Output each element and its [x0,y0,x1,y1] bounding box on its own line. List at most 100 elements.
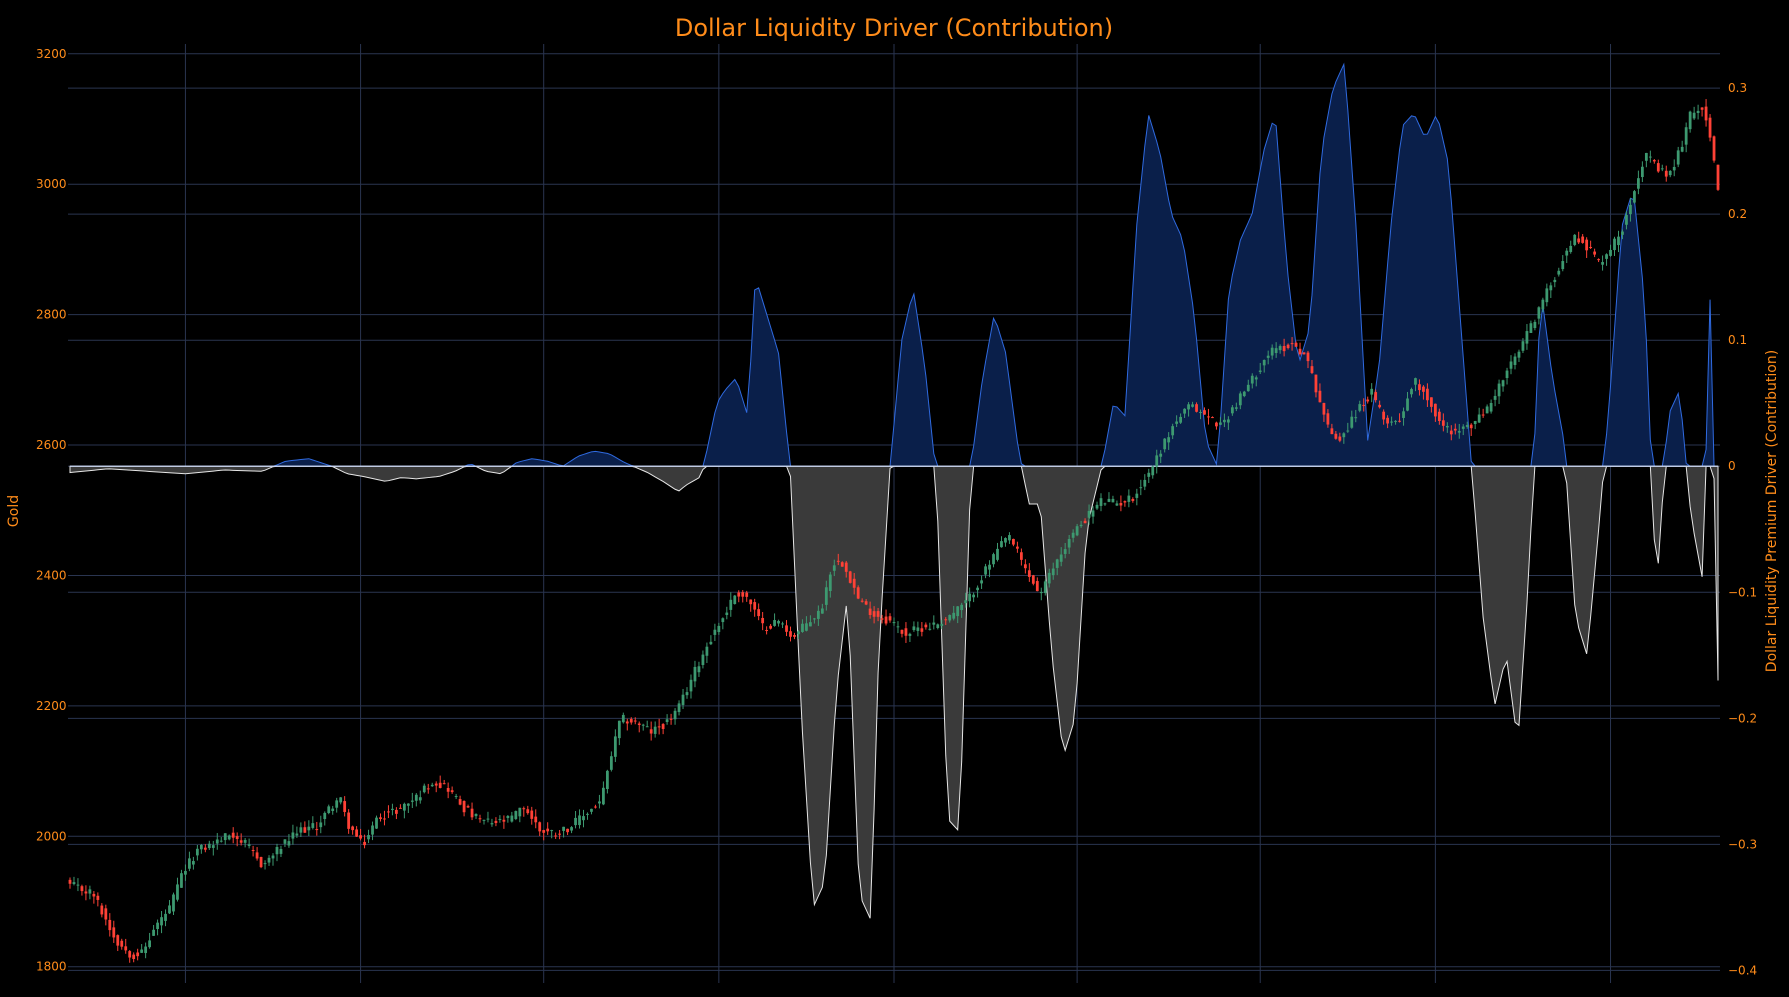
candle-body [1350,416,1354,428]
candle-body [1051,568,1055,576]
candle-body [721,618,725,623]
candle-body [1362,404,1366,406]
candle-body [1095,504,1099,509]
candle-body [1501,380,1505,387]
candle-body [1589,246,1593,248]
candle-body [530,810,534,819]
candle-body [231,832,235,838]
candle-body [1012,538,1015,545]
candle-body [868,608,872,615]
candle-body [1688,111,1692,130]
candle-body [1103,503,1107,505]
candle-body [1418,384,1421,391]
candle-body [753,602,757,610]
candle-body [729,599,733,610]
candle-body [920,628,924,632]
candle-body [1119,503,1123,506]
candle-body [1230,407,1234,414]
candle-body [801,623,804,632]
candle-body [1509,361,1513,369]
candle-body [864,601,868,605]
candle-body [124,946,128,951]
candle-body [506,815,510,819]
candle-body [936,624,940,629]
candle-body [916,627,920,631]
candle-body [992,554,995,565]
candle-body [271,855,275,859]
candle-body [1059,554,1063,562]
left-tick-label: 1800 [36,960,67,974]
candle-body [156,922,159,929]
candle-body [912,626,916,631]
candle-body [191,861,195,865]
candle-body [1461,426,1465,429]
candle-body [140,949,144,953]
candle-body [546,828,550,832]
candle-body [617,720,621,739]
candle-body [964,600,968,604]
candle-body [1246,384,1250,392]
candle-body [717,625,721,633]
candle-body [311,823,315,828]
candle-body [88,889,92,894]
candle-body [1525,331,1529,344]
candle-body [1597,259,1600,261]
candle-body [307,826,311,831]
candle-body [534,816,538,823]
candle-body [454,796,458,798]
candle-body [1226,419,1230,423]
candle-body [1390,421,1393,423]
candle-body [1290,343,1294,345]
candle-body [570,827,573,831]
candle-body [1370,388,1374,395]
candle-body [1569,245,1573,252]
axis-layer: 1800 2000 2200 2400 2600 2800 3000 3200 −0.4 −0.3… [36,47,1757,978]
candle-body [526,809,530,814]
candle-body [948,615,952,621]
candle-body [562,826,565,831]
candle-body [773,620,776,626]
candle-body [605,770,609,789]
right-tick-label: −0.2 [1728,711,1757,725]
candle-body [371,825,374,835]
candle-body [1314,374,1318,393]
candle-body [1581,236,1585,243]
candle-body [820,608,824,614]
candle-body [1167,437,1171,443]
candle-body [406,803,410,806]
candle-body [1262,359,1266,366]
candle-body [1585,239,1589,251]
candle-body [805,623,808,631]
candle-body [359,835,362,839]
candle-body [781,623,784,625]
candle-body [1179,416,1183,423]
candle-body [789,631,792,637]
candle-body [283,839,287,844]
candle-body [522,808,526,810]
candle-body [219,840,223,842]
candle-body [1107,498,1111,502]
candle-body [1155,455,1159,467]
candle-body [1171,426,1175,436]
candle-body [116,935,120,946]
left-tick-label: 3200 [36,47,67,61]
candle-body [816,610,820,619]
candle-body [713,629,717,635]
candle-body [1469,424,1473,429]
candle-body [1338,436,1342,441]
candle-body [100,905,104,915]
candle-body [538,822,542,832]
candle-body [1139,487,1143,489]
candle-body [327,806,331,814]
candle-body [824,587,828,605]
candle-body [1672,166,1676,171]
candle-body [1517,351,1521,358]
candle-body [629,718,633,723]
candle-body [1131,498,1135,501]
candle-body [1402,411,1405,418]
candle-body [1660,168,1664,170]
left-tick-label: 3000 [36,177,67,191]
candle-body [188,858,191,869]
candle-body [128,951,132,958]
candle-body [367,835,370,840]
